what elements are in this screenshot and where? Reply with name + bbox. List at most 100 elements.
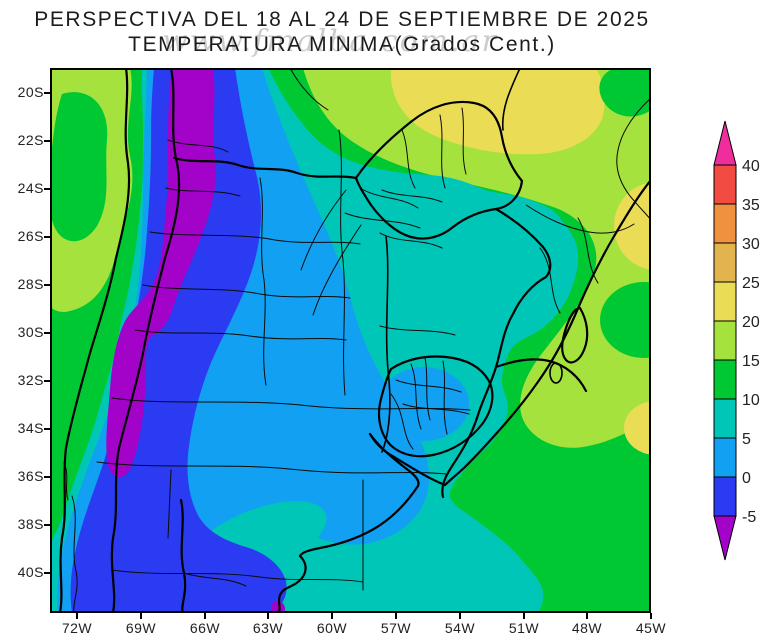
chile-coastline: [58, 68, 131, 613]
lat-tick: [44, 380, 50, 382]
lat-tick: [44, 332, 50, 334]
lat-label-24s: 24S: [17, 180, 44, 196]
river-tributary: [183, 572, 247, 587]
lat-label-34s: 34S: [17, 420, 44, 436]
lon-label-63w: 63W: [252, 620, 284, 636]
region-yellow-southeast: [624, 401, 651, 455]
lat-label-22s: 22S: [17, 132, 44, 148]
lon-label-57w: 57W: [380, 620, 412, 636]
lat-label-28s: 28S: [17, 276, 44, 292]
brazil-state-line: [616, 97, 651, 221]
province-line: [379, 325, 456, 336]
brazil-coastline: [443, 178, 651, 487]
lon-tick: [140, 613, 142, 619]
watermark: www.fmalba.com.ar: [162, 24, 498, 59]
lon-label-54w: 54W: [444, 620, 476, 636]
lon-tick: [204, 613, 206, 619]
lon-label-72w: 72W: [61, 620, 93, 636]
page-subtitle: TEMPERATURA MINIMA(Grados Cent.): [128, 33, 556, 56]
river-line: [300, 189, 362, 316]
province-line: [142, 284, 351, 299]
colorbar-label-25: 25: [742, 275, 760, 292]
lat-tick: [44, 92, 50, 94]
colorbar-segment-10-15: [713, 359, 737, 400]
colorbar-label-40: 40: [742, 158, 760, 175]
region-green-corner-blob: [599, 68, 651, 117]
colorbar-segment-0-5: [713, 437, 737, 478]
colorbar-label-10: 10: [742, 392, 760, 409]
lon-tick: [395, 613, 397, 619]
brazil-uruguay-border: [494, 358, 588, 393]
page-title: PERSPECTIVA DEL 18 AL 24 DE SEPTIEMBRE D…: [34, 8, 650, 31]
bolivia-line: [289, 68, 329, 111]
colorbar-segment-35-40: [713, 164, 737, 205]
colorbar-top-arrow: [713, 120, 737, 166]
lat-label-32s: 32S: [17, 372, 44, 388]
lat-tick: [44, 476, 50, 478]
lon-tick: [331, 613, 333, 619]
lat-tick: [44, 284, 50, 286]
brazil-state-line: [525, 204, 635, 234]
lon-label-69w: 69W: [125, 620, 157, 636]
colorbar-label-30: 30: [742, 236, 760, 253]
region-purple-dot-south: [271, 601, 285, 613]
lon-label-48w: 48W: [571, 620, 603, 636]
lon-tick: [459, 613, 461, 619]
colorbar-segment-5-10: [713, 398, 737, 439]
lon-label-51w: 51W: [508, 620, 540, 636]
lon-label-45w: 45W: [635, 620, 667, 636]
map-frame: [50, 68, 651, 613]
lagoa-dos-patos: [561, 306, 589, 364]
colorbar-label-0: 0: [742, 470, 751, 487]
region-azure-uruguay: [379, 367, 469, 441]
lat-tick: [44, 140, 50, 142]
lat-tick: [44, 524, 50, 526]
uruguay-border: [377, 355, 494, 458]
temperature-colorbar: 40 35 30 25 20 15 10 5 0 -5: [713, 120, 760, 561]
province-line: [165, 187, 241, 197]
colorbar-label-20: 20: [742, 314, 760, 331]
lat-label-26s: 26S: [17, 228, 44, 244]
map-panel: [50, 68, 651, 613]
lagoa-mirim: [549, 362, 563, 384]
buenos-aires-coastline: [276, 432, 420, 613]
region-lightgreen-northeast: [303, 68, 651, 448]
lon-tick: [267, 613, 269, 619]
province-line: [167, 139, 229, 153]
province-line: [111, 569, 364, 583]
paraguay-border: [354, 100, 524, 240]
colorbar-label-35: 35: [742, 197, 760, 214]
chile-fjords-line: [63, 462, 78, 613]
region-yellow-paraguay-brazil: [390, 68, 605, 155]
lat-tick: [44, 428, 50, 430]
region-blue-andes: [70, 68, 287, 613]
region-green-inlay-northwest: [50, 92, 108, 242]
colorbar-bottom-arrow: [713, 515, 737, 561]
country-borders: [58, 68, 651, 613]
lon-tick: [76, 613, 78, 619]
parana-river-south: [381, 235, 391, 453]
province-line: [338, 129, 346, 396]
lon-tick: [650, 613, 652, 619]
colorbar-segment-25-30: [713, 242, 737, 283]
lon-tick: [586, 613, 588, 619]
lat-label-40s: 40S: [17, 564, 44, 580]
colorbar-label-15: 15: [742, 353, 760, 370]
paraguay-department-lines: [381, 107, 467, 203]
parana-river-north: [501, 68, 521, 131]
argentina-brazil-uruguay-river: [441, 207, 552, 499]
colorbar-label-neg5: -5: [742, 509, 756, 526]
uruguay-department-lines: [390, 357, 470, 450]
region-green-right-blob: [600, 282, 651, 358]
lat-label-38s: 38S: [17, 516, 44, 532]
lon-label-66w: 66W: [189, 620, 221, 636]
region-yellow-right-edge: [614, 182, 651, 270]
colorbar-segment-30-35: [713, 203, 737, 244]
argentina-chile-border: [110, 68, 181, 613]
province-line: [149, 231, 361, 245]
province-line: [167, 469, 172, 539]
colorbar-segment-20-25: [713, 281, 737, 322]
brazil-state-line: [539, 217, 599, 314]
province-line: [134, 329, 347, 341]
